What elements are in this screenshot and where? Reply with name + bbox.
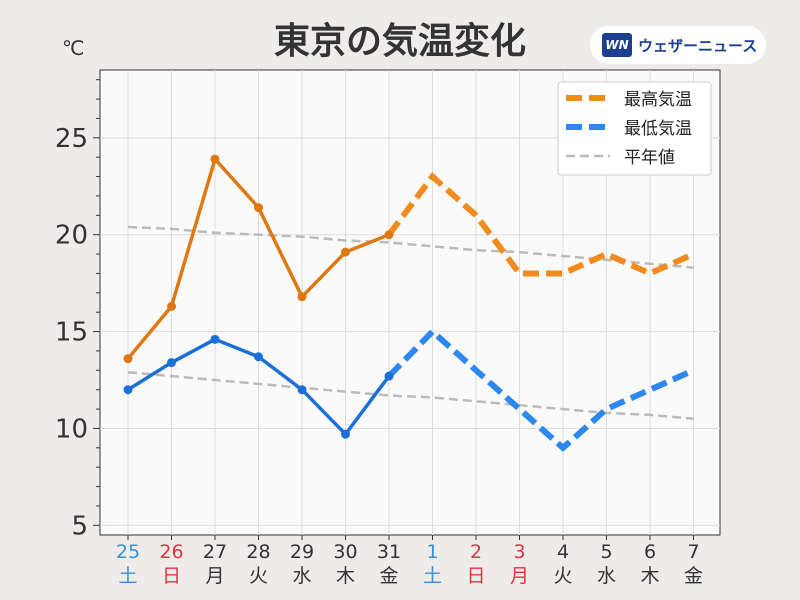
x-tick-date-label: 26 [159,541,183,563]
x-tick-date-label: 3 [513,541,525,563]
max-temp-point [384,230,394,240]
max-temp-point [167,301,176,311]
legend-box [557,81,712,176]
y-tick-label: 25 [55,124,88,154]
y-tick-label: 20 [55,221,88,251]
chart-title: 東京の気温変化 [273,21,526,62]
x-tick-date-label: 30 [333,541,357,563]
weathernews-logo: WN ウェザーニュース [590,26,766,64]
normal-high-line [127,225,694,269]
x-tick-date-label: 25 [116,541,140,563]
max-temp-point [254,203,263,213]
x-tick-day-label: 木 [640,565,659,587]
max-temp-point [123,354,133,364]
min-temp-point [254,352,263,362]
x-tick-date-label: 1 [426,541,438,563]
x-tick-date-label: 2 [470,541,482,563]
min-temp-point [167,358,176,368]
x-tick-day-label: 火 [249,565,268,587]
x-tick-day-label: 金 [684,565,703,587]
x-tick-day-label: 水 [292,565,311,587]
max-temp-point [341,247,350,257]
x-tick-date-label: 5 [600,541,612,563]
y-axis-unit-label: ℃ [62,36,85,60]
x-tick-day-label: 月 [510,565,529,587]
x-tick-date-label: 6 [644,541,656,563]
min-temp-point [210,334,220,344]
min-temp-point [341,429,350,439]
normal-low-line [127,371,694,420]
min-temp-point [384,371,394,381]
x-tick-date-label: 27 [203,541,227,563]
x-tick-day-label: 土 [118,565,137,587]
min-temp-point [297,385,307,395]
y-tick-label: 5 [71,511,88,541]
x-tick-date-label: 28 [246,541,270,563]
y-tick-label: 15 [55,318,88,348]
legend-normal-label: 平年値 [624,148,675,168]
weathernews-logo-mark-icon: WN [602,33,632,57]
max-temp-point [210,154,220,164]
x-tick-date-label: 29 [290,541,314,563]
y-tick-label: 10 [55,414,88,444]
x-tick-day-label: 月 [205,565,224,587]
x-tick-date-label: 4 [557,541,569,563]
x-tick-day-label: 火 [553,565,572,587]
x-tick-day-label: 水 [597,565,616,587]
x-tick-date-label: 7 [687,541,699,563]
x-tick-day-label: 日 [466,565,485,587]
x-tick-day-label: 木 [336,565,355,587]
x-tick-day-label: 土 [423,565,442,587]
x-tick-date-label: 31 [377,541,401,563]
x-tick-day-label: 金 [379,565,398,587]
min-temp-forecast-line [386,327,695,452]
legend-min-temp-label: 最低気温 [624,119,692,139]
x-tick-day-label: 日 [162,565,181,587]
legend-max-temp-label: 最高気温 [624,90,692,110]
max-temp-forecast-line [386,172,695,277]
min-temp-point [123,385,133,395]
weathernews-logo-text: ウェザーニュース [638,36,758,55]
max-temp-point [297,292,307,302]
